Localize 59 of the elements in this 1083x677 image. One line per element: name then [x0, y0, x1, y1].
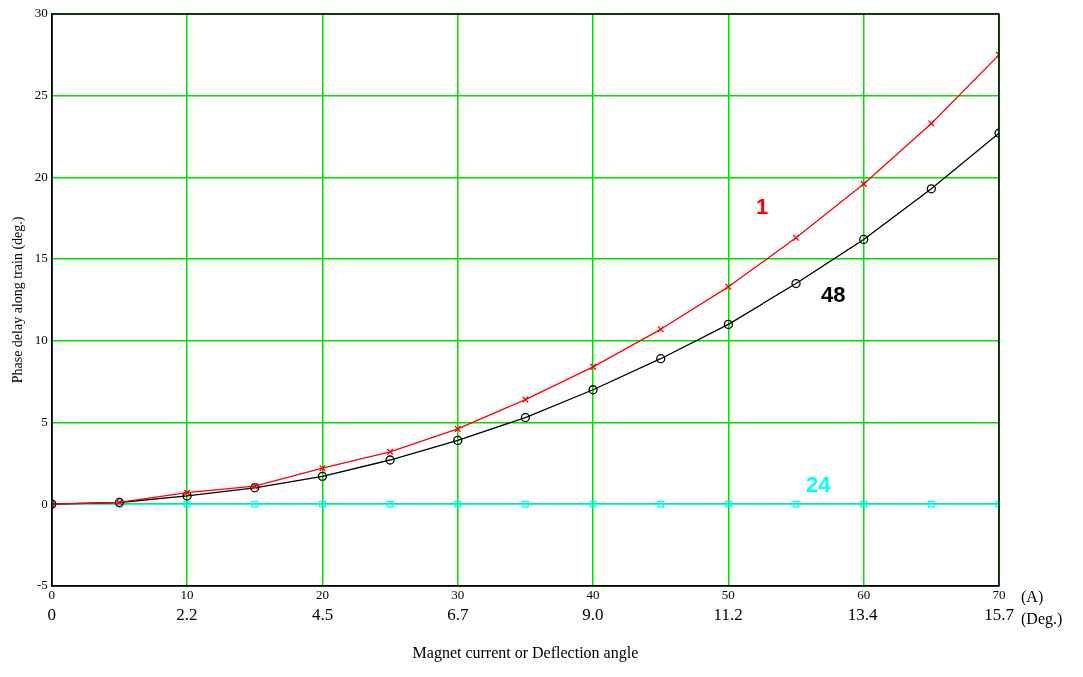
point — [521, 500, 529, 508]
point — [453, 435, 463, 446]
y-tick-label: 30 — [34, 5, 48, 21]
point — [657, 500, 665, 508]
x2-tick-label: 11.2 — [713, 605, 743, 625]
x-tick-label: 70 — [992, 587, 1006, 603]
y-tick-label: 25 — [34, 87, 48, 103]
point — [927, 500, 935, 508]
point — [724, 283, 732, 291]
x-tick-label: 60 — [857, 587, 871, 603]
point — [927, 119, 935, 127]
point — [859, 234, 869, 245]
y-axis-title: Phase delay along train (deg.) — [10, 216, 27, 384]
point — [454, 500, 462, 508]
x2-tick-label: 15.7 — [984, 605, 1015, 625]
x-tick-label: 10 — [180, 587, 194, 603]
point — [318, 500, 326, 508]
x2-tick-label: 4.5 — [312, 605, 334, 625]
point — [183, 500, 191, 508]
y-tick-label: 20 — [34, 168, 48, 184]
x-tick-label: 20 — [315, 587, 329, 603]
point — [317, 471, 328, 481]
x-tick-label: 30 — [451, 587, 465, 603]
text: (Deg.) — [1021, 609, 1063, 628]
point — [791, 278, 801, 289]
point — [792, 500, 800, 508]
series-label: 1 — [756, 193, 769, 219]
y-tick-label: 5 — [41, 413, 48, 429]
x2-tick-label: 13.4 — [847, 605, 879, 625]
point — [589, 500, 597, 508]
x2-tick-label: 9.0 — [582, 605, 604, 625]
point — [860, 180, 868, 188]
y-tick-label: -5 — [36, 577, 48, 593]
text: (A) — [1021, 588, 1044, 606]
x2-tick-label: 6.7 — [447, 605, 469, 625]
point — [860, 500, 868, 508]
x-tick-label: 40 — [586, 587, 600, 603]
point — [792, 234, 800, 242]
y-tick-label: 15 — [34, 250, 48, 266]
x-axis-title: Magnet current or Deflection angle — [412, 643, 639, 662]
point — [182, 491, 192, 501]
point — [588, 385, 598, 395]
series-label: 48 — [821, 281, 846, 307]
point — [386, 500, 394, 508]
point — [926, 184, 936, 194]
point — [454, 425, 462, 433]
x2-tick-label: 2.2 — [176, 605, 198, 625]
point — [183, 489, 191, 497]
point — [723, 319, 734, 330]
point — [251, 500, 259, 508]
point — [318, 464, 326, 472]
series-label: 24 — [806, 472, 832, 498]
y-tick-label: 0 — [41, 495, 48, 511]
point — [520, 412, 531, 423]
x-tick-label: 50 — [721, 587, 735, 603]
point — [385, 455, 395, 465]
point — [724, 500, 732, 508]
y-tick-label: 10 — [34, 332, 48, 348]
point — [656, 354, 666, 364]
